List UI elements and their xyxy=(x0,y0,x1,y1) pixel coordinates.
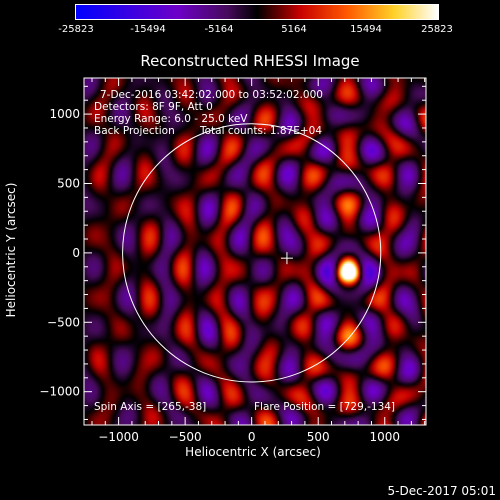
solar-limb-circle xyxy=(122,123,382,383)
spin-axis-marker xyxy=(280,252,293,265)
x-tick-label: 1000 xyxy=(369,430,400,444)
x-tick-label: −1000 xyxy=(98,430,139,444)
colorbar-tick: -25823 xyxy=(58,24,94,35)
x-tick-label: 0 xyxy=(248,430,256,444)
colorbar-tick: 15494 xyxy=(350,24,382,35)
colorbar-tick: -5164 xyxy=(204,24,234,35)
y-tick-label: −1000 xyxy=(39,385,80,399)
y-tick-label: 1000 xyxy=(49,107,80,121)
y-axis-label: Heliocentric Y (arcsec) xyxy=(4,183,18,318)
footer-date: 5-Dec-2017 05:01 xyxy=(387,484,496,498)
chart-title: Reconstructed RHESSI Image xyxy=(140,52,360,70)
annotation-time-range: 7-Dec-2016 03:42:02.000 to 03:52:02.000 xyxy=(100,89,323,101)
heatmap-image xyxy=(84,78,426,425)
x-tick-label: −500 xyxy=(169,430,202,444)
colorbar-tick: -15494 xyxy=(130,24,166,35)
x-tick-label: 500 xyxy=(307,430,330,444)
annotation-flare-position: Flare Position = [729,-134] xyxy=(254,401,395,413)
x-axis-label: Heliocentric X (arcsec) xyxy=(185,445,321,459)
annotation-total-counts: Total counts: 1.87E+04 xyxy=(199,125,322,137)
colorbar xyxy=(75,4,439,20)
annotation-spin-axis: Spin Axis = [265,-38] xyxy=(94,401,206,413)
plot-frame xyxy=(83,77,427,426)
y-tick-label: 500 xyxy=(57,176,80,190)
y-tick-label: −500 xyxy=(47,315,80,329)
annotation-detectors: Detectors: 8F 9F, Att 0 xyxy=(94,101,213,113)
colorbar-tick: 5164 xyxy=(281,24,307,35)
annotation-method: Back Projection xyxy=(94,125,175,137)
annotation-energy-range: Energy Range: 6.0 - 25.0 keV xyxy=(94,113,248,125)
y-tick-label: 0 xyxy=(72,246,80,260)
axis-ticks: −1000 −500 0 500 1000 1000 500 0 −500 −1000 xyxy=(39,78,426,444)
colorbar-tick: 25823 xyxy=(421,24,453,35)
